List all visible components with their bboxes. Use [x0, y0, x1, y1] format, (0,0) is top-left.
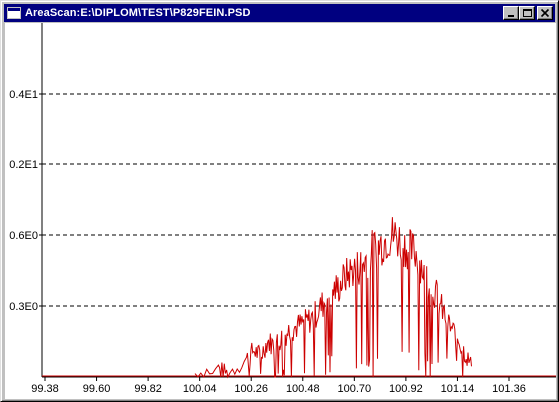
x-tick-label: 100.48 — [286, 383, 320, 395]
window-icon[interactable] — [7, 7, 21, 19]
minimize-icon — [508, 15, 514, 17]
spectrum-chart: 0.3E0 0.6E0 0.2E1 0.4E1 99.38 99.60 99.82 100.0… — [9, 23, 556, 395]
x-tick-label: 100.04 — [183, 383, 217, 395]
y-tick-label: 0.3E0 — [9, 301, 38, 313]
x-tick-label: 100.70 — [338, 383, 372, 395]
x-tick-label: 101.36 — [492, 383, 526, 395]
x-tick-label: 101.14 — [441, 383, 475, 395]
series-line — [194, 217, 472, 379]
x-tick-label: 99.38 — [31, 383, 59, 395]
window-title: AreaScan:E:\DIPLOM\TEST\P829FEIN.PSD — [25, 7, 251, 19]
plot-area: 0.3E0 0.6E0 0.2E1 0.4E1 99.38 99.60 99.82 100.0… — [5, 23, 556, 399]
y-tick-label: 0.4E1 — [9, 89, 38, 101]
y-tick-label: 0.2E1 — [9, 159, 38, 171]
caption-buttons — [503, 6, 553, 20]
minimize-button[interactable] — [503, 6, 519, 20]
y-tick-label: 0.6E0 — [9, 230, 38, 242]
maximize-icon — [523, 9, 532, 17]
maximize-button[interactable] — [519, 6, 535, 20]
x-tick-label: 100.92 — [389, 383, 423, 395]
title-bar[interactable]: AreaScan:E:\DIPLOM\TEST\P829FEIN.PSD — [4, 4, 555, 22]
x-tick-label: 99.60 — [83, 383, 111, 395]
close-button[interactable] — [537, 6, 553, 20]
x-tick-label: 100.26 — [234, 383, 268, 395]
x-tick-label: 99.82 — [134, 383, 162, 395]
close-icon — [540, 8, 550, 18]
